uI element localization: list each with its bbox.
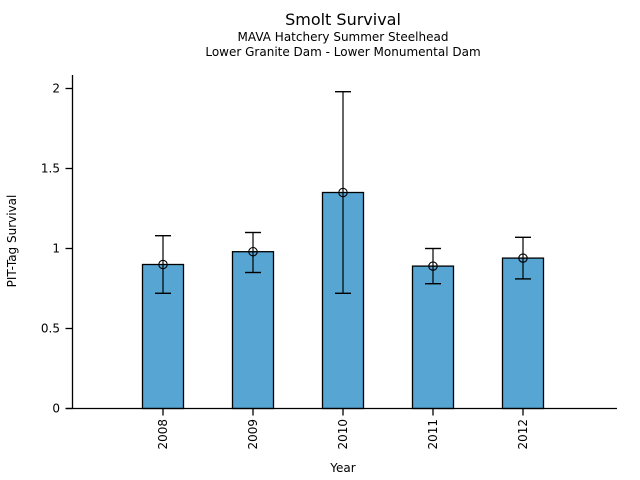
y-tick-label: 0.5	[41, 322, 60, 336]
chart-title: Smolt Survival	[285, 10, 401, 29]
y-tick-label: 0	[52, 402, 60, 416]
x-tick-label: 2011	[426, 419, 440, 450]
point-estimate-marker	[338, 187, 348, 198]
y-axis-title: PIT-Tag Survival	[5, 195, 19, 288]
bar-2012	[501, 257, 545, 410]
bar-2009	[231, 251, 275, 410]
x-axis-title: Year	[329, 461, 355, 475]
chart-subtitle-2: Lower Granite Dam - Lower Monumental Dam	[205, 45, 480, 59]
y-ticks-group: 0 0.5 1 1.5 2	[41, 82, 73, 416]
chart-subtitle-1: MAVA Hatchery Summer Steelhead	[238, 30, 449, 44]
point-estimate-marker	[428, 261, 438, 271]
point-estimate-marker	[158, 259, 168, 270]
x-ticks-group: 2008 2009 2010 2011 2012	[156, 408, 530, 450]
errorbars-group	[155, 90, 531, 294]
bar-2011	[411, 265, 455, 410]
x-tick-label: 2008	[156, 419, 170, 450]
point-estimate-marker	[518, 253, 528, 263]
point-estimate-marker	[248, 246, 258, 257]
y-tick-label: 2	[52, 82, 60, 96]
x-tick-label: 2012	[516, 419, 530, 450]
x-tick-label: 2010	[336, 419, 350, 450]
x-tick-label: 2009	[246, 419, 260, 450]
y-tick-label: 1	[52, 242, 60, 256]
y-tick-label: 1.5	[41, 162, 60, 176]
